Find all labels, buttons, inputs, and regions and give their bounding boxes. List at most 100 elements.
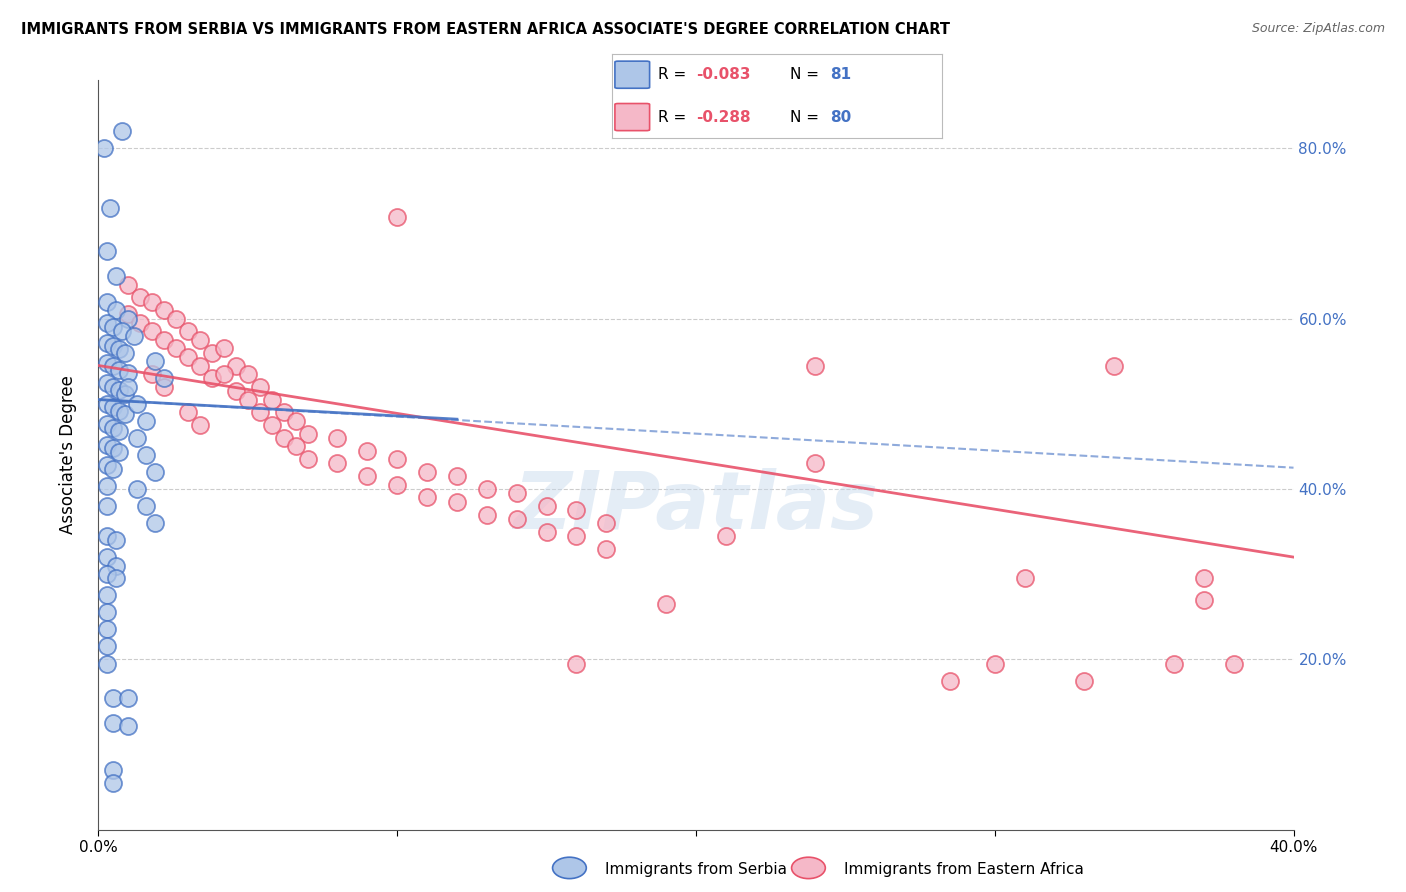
Point bbox=[249, 380, 271, 394]
Point bbox=[177, 350, 200, 364]
Point bbox=[141, 325, 163, 339]
Point bbox=[135, 448, 157, 462]
Point bbox=[105, 558, 128, 573]
Point bbox=[114, 386, 136, 401]
Point bbox=[165, 311, 187, 326]
Point bbox=[385, 210, 409, 224]
Point bbox=[506, 486, 529, 500]
Point bbox=[273, 405, 295, 419]
Point bbox=[96, 244, 118, 258]
Point bbox=[536, 499, 558, 513]
Point bbox=[103, 776, 125, 790]
Point bbox=[212, 367, 235, 381]
Point bbox=[103, 380, 125, 394]
Point bbox=[260, 418, 283, 433]
Point bbox=[260, 392, 283, 407]
Point bbox=[284, 439, 307, 453]
Point bbox=[129, 316, 152, 330]
Point bbox=[117, 690, 139, 705]
Point bbox=[96, 550, 118, 565]
Point bbox=[103, 320, 125, 334]
Point bbox=[96, 294, 118, 309]
Point bbox=[135, 414, 157, 428]
Text: R =: R = bbox=[658, 110, 690, 125]
Point bbox=[93, 141, 115, 155]
Point bbox=[103, 339, 125, 353]
Point bbox=[96, 478, 118, 492]
Point bbox=[385, 452, 409, 467]
Point bbox=[96, 397, 118, 411]
Point bbox=[108, 424, 131, 438]
Point bbox=[1223, 657, 1246, 671]
Text: Source: ZipAtlas.com: Source: ZipAtlas.com bbox=[1251, 22, 1385, 36]
Point bbox=[143, 354, 166, 368]
Point bbox=[103, 401, 125, 415]
Point bbox=[117, 380, 139, 394]
Point bbox=[1104, 359, 1126, 373]
Point bbox=[249, 405, 271, 419]
Point bbox=[939, 673, 962, 688]
Point bbox=[655, 597, 678, 611]
Point bbox=[1192, 592, 1215, 607]
Point bbox=[103, 359, 125, 374]
Point bbox=[117, 307, 139, 321]
Point bbox=[595, 541, 617, 556]
Text: 80: 80 bbox=[830, 110, 851, 125]
Point bbox=[984, 657, 1007, 671]
Point bbox=[141, 294, 163, 309]
Point bbox=[225, 384, 247, 398]
Point bbox=[225, 359, 247, 373]
Point bbox=[188, 333, 211, 347]
Point bbox=[143, 516, 166, 530]
Point bbox=[103, 420, 125, 434]
Point bbox=[96, 438, 118, 452]
Point bbox=[96, 623, 118, 637]
FancyBboxPatch shape bbox=[614, 62, 650, 88]
Text: -0.288: -0.288 bbox=[696, 110, 751, 125]
Point bbox=[416, 465, 439, 479]
Point bbox=[96, 356, 118, 370]
Point bbox=[103, 763, 125, 777]
Point bbox=[96, 640, 118, 654]
Point bbox=[96, 529, 118, 543]
Point bbox=[201, 371, 224, 385]
Point bbox=[153, 380, 176, 394]
Point bbox=[96, 657, 118, 671]
Point bbox=[595, 516, 617, 530]
Point bbox=[114, 345, 136, 359]
Point bbox=[565, 657, 588, 671]
FancyBboxPatch shape bbox=[614, 103, 650, 130]
Point bbox=[188, 418, 211, 433]
Point bbox=[105, 571, 128, 585]
Point bbox=[108, 383, 131, 397]
Text: N =: N = bbox=[790, 110, 824, 125]
Point bbox=[1192, 571, 1215, 585]
Point bbox=[804, 359, 827, 373]
Point bbox=[565, 529, 588, 543]
Point bbox=[103, 441, 125, 455]
Text: ZIPatlas: ZIPatlas bbox=[513, 468, 879, 547]
Point bbox=[117, 311, 139, 326]
Point bbox=[201, 345, 224, 359]
Text: N =: N = bbox=[790, 67, 824, 82]
Point bbox=[111, 325, 134, 339]
Point bbox=[105, 269, 128, 284]
Point bbox=[124, 328, 146, 343]
Text: IMMIGRANTS FROM SERBIA VS IMMIGRANTS FROM EASTERN AFRICA ASSOCIATE'S DEGREE CORR: IMMIGRANTS FROM SERBIA VS IMMIGRANTS FRO… bbox=[21, 22, 950, 37]
Point bbox=[103, 461, 125, 475]
Point bbox=[129, 290, 152, 304]
Point bbox=[114, 407, 136, 421]
Point bbox=[446, 494, 468, 508]
Point bbox=[356, 469, 378, 483]
Point bbox=[103, 690, 125, 705]
Point bbox=[96, 316, 118, 330]
Point bbox=[96, 589, 118, 603]
Point bbox=[446, 469, 468, 483]
Point bbox=[127, 431, 149, 445]
Point bbox=[236, 367, 259, 381]
Point bbox=[135, 499, 157, 513]
Point bbox=[105, 303, 128, 318]
Point bbox=[108, 363, 131, 377]
Point bbox=[1163, 657, 1185, 671]
Text: R =: R = bbox=[658, 67, 690, 82]
